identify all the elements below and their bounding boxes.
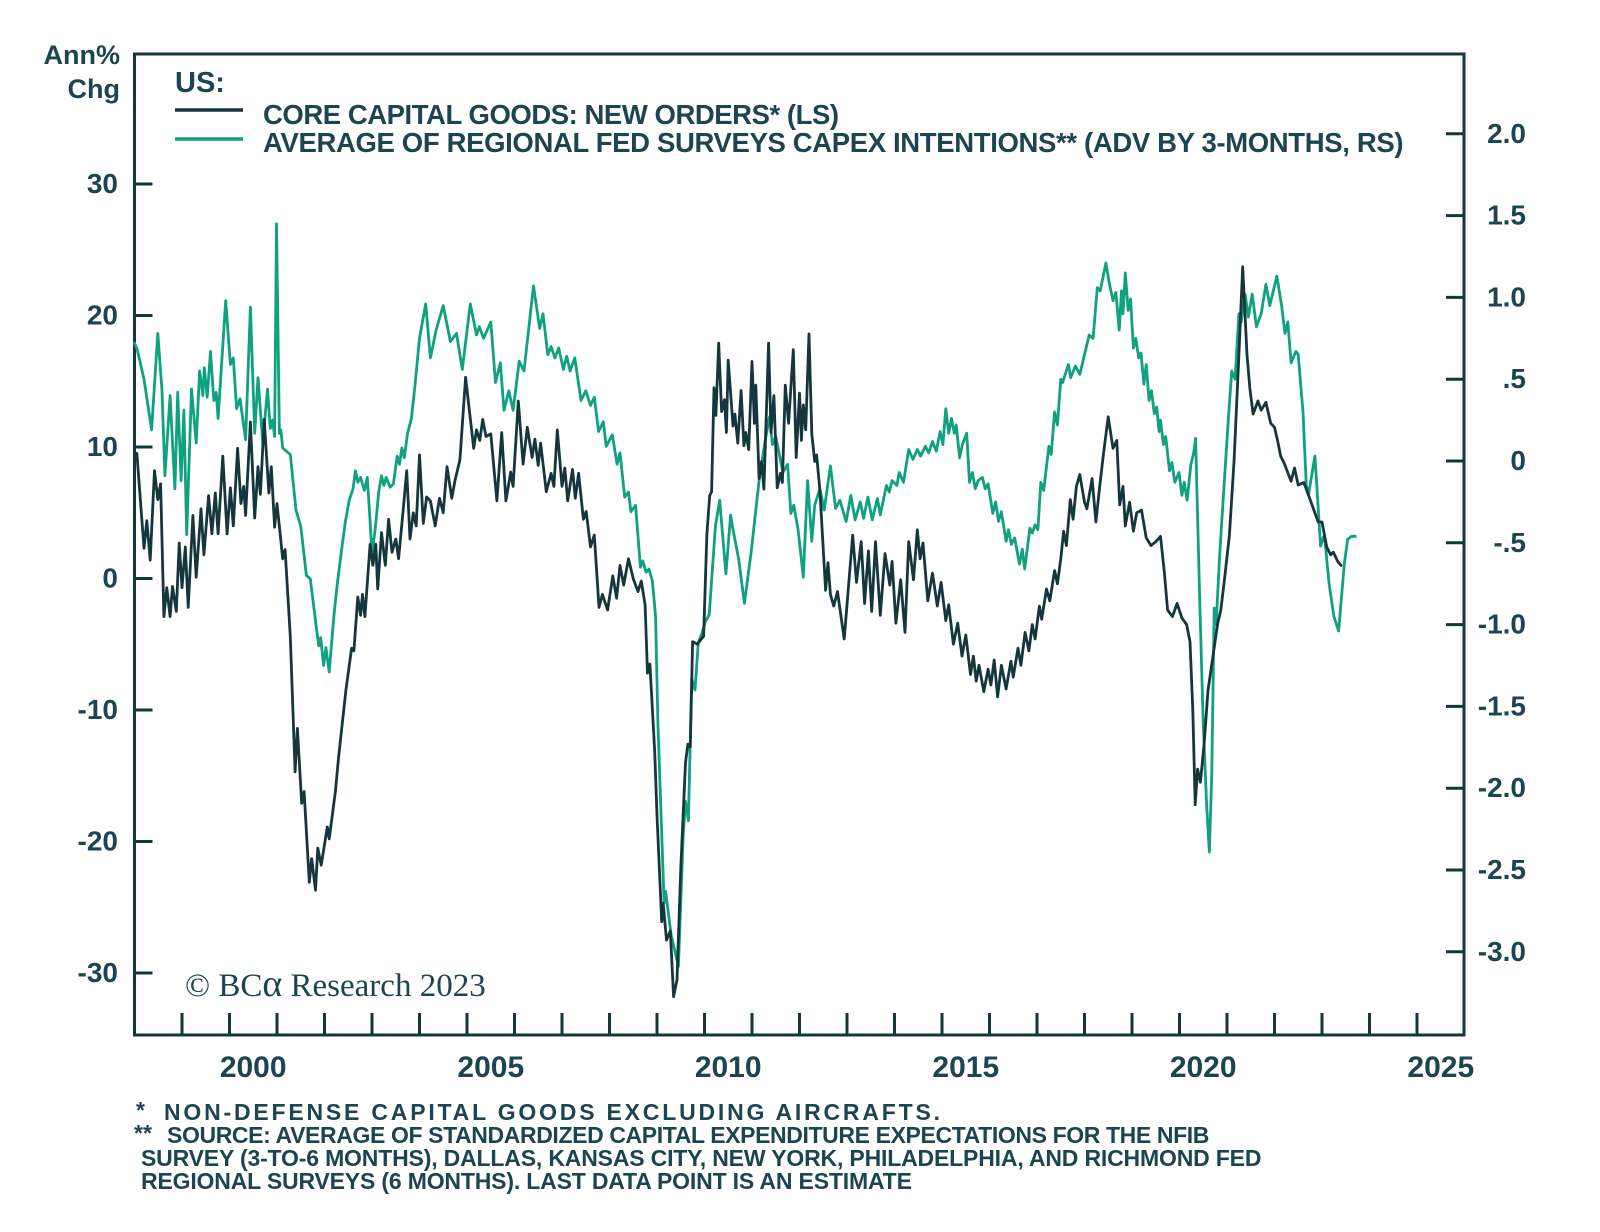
svg-text:2.0: 2.0 [1487, 118, 1526, 149]
svg-text:2000: 2000 [220, 1051, 287, 1084]
svg-text:SURVEY (3-TO-6 MONTHS), DALLAS: SURVEY (3-TO-6 MONTHS), DALLAS, KANSAS C… [141, 1145, 1261, 1171]
svg-text:CORE CAPITAL GOODS: NEW ORDERS: CORE CAPITAL GOODS: NEW ORDERS* (LS) [263, 99, 839, 130]
svg-text:-1.0: -1.0 [1478, 609, 1526, 640]
svg-text:US:: US: [175, 67, 225, 99]
svg-text:REGIONAL SURVEYS (6 MONTHS). L: REGIONAL SURVEYS (6 MONTHS). LAST DATA P… [141, 1168, 912, 1194]
svg-text:*: * [136, 1097, 145, 1123]
svg-text:**: ** [134, 1120, 152, 1146]
svg-text:-10: -10 [78, 694, 118, 725]
svg-text:-2.0: -2.0 [1478, 772, 1526, 803]
svg-text:0: 0 [102, 563, 118, 594]
svg-text:30: 30 [87, 168, 118, 199]
svg-text:1.5: 1.5 [1487, 200, 1526, 231]
svg-text:SOURCE: AVERAGE OF STANDARDIZE: SOURCE: AVERAGE OF STANDARDIZED CAPITAL … [167, 1122, 1209, 1148]
svg-text:1.0: 1.0 [1487, 281, 1526, 312]
svg-text:-1.5: -1.5 [1478, 690, 1526, 721]
svg-text:AVERAGE OF REGIONAL FED SURVEY: AVERAGE OF REGIONAL FED SURVEYS CAPEX IN… [263, 127, 1403, 158]
svg-text:-20: -20 [78, 826, 118, 857]
svg-text:Ann%: Ann% [44, 40, 121, 70]
svg-text:2010: 2010 [695, 1051, 762, 1084]
svg-text:2025: 2025 [1407, 1051, 1474, 1084]
svg-text:20: 20 [87, 300, 118, 331]
svg-text:© BCα Research 2023: © BCα Research 2023 [185, 963, 486, 1005]
svg-text:2015: 2015 [932, 1051, 999, 1084]
svg-text:-.5: -.5 [1493, 527, 1526, 558]
svg-text:0: 0 [1510, 445, 1526, 476]
svg-text:10: 10 [87, 431, 118, 462]
svg-text:2020: 2020 [1170, 1051, 1237, 1084]
svg-text:-3.0: -3.0 [1478, 936, 1526, 967]
svg-text:.5: .5 [1503, 363, 1526, 394]
svg-text:Chg: Chg [68, 74, 120, 104]
svg-text:-30: -30 [78, 957, 118, 988]
svg-text:-2.5: -2.5 [1478, 854, 1526, 885]
svg-text:NON-DEFENSE CAPITAL GOODS EXCL: NON-DEFENSE CAPITAL GOODS EXCLUDING AIRC… [164, 1099, 943, 1125]
svg-text:2005: 2005 [457, 1051, 524, 1084]
